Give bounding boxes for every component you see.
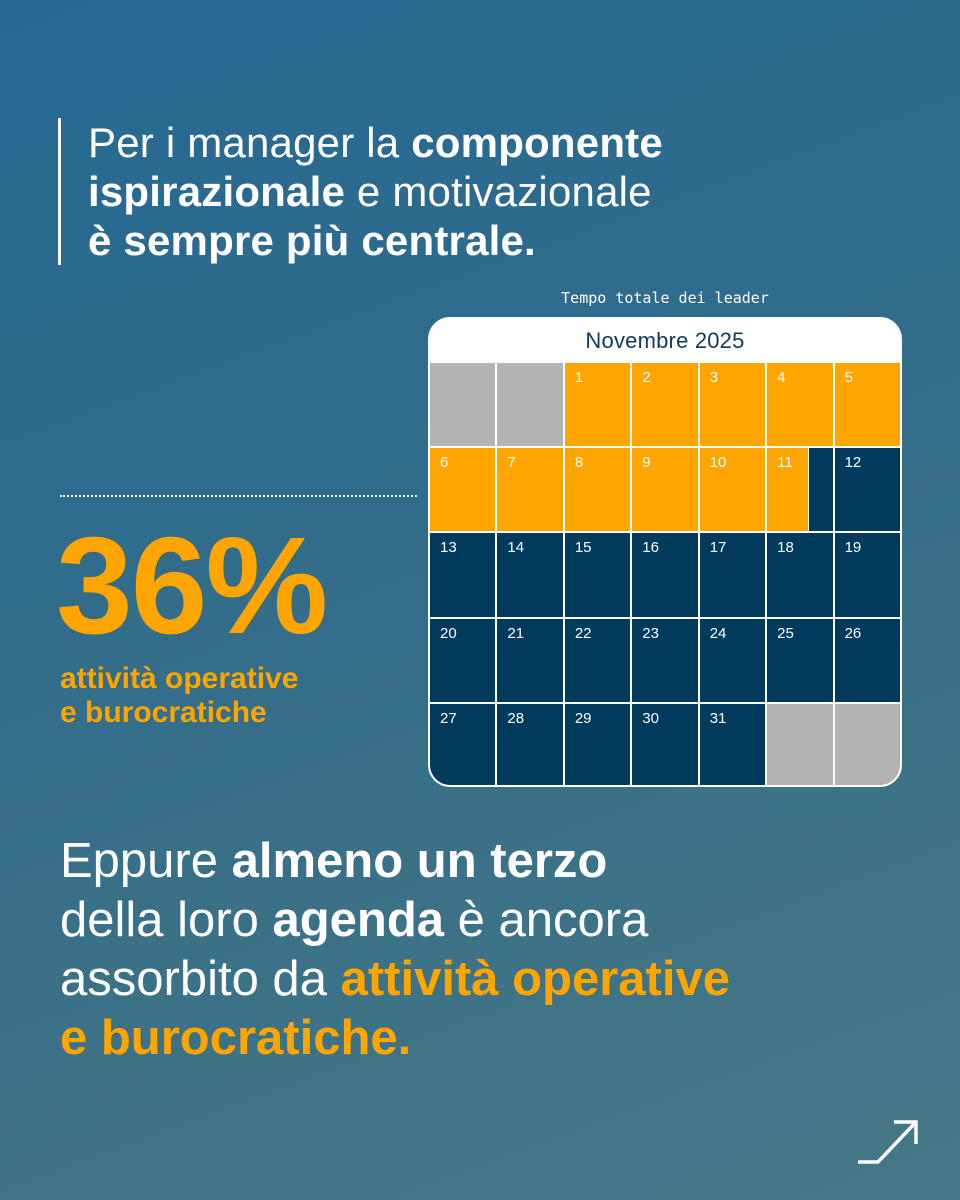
day-number: 14 xyxy=(507,539,525,557)
statement-text: è ancora xyxy=(444,893,649,947)
headline-bold: componente xyxy=(411,119,663,166)
calendar-day-partial: 11 xyxy=(767,448,833,532)
statement-highlight: e burocratiche. xyxy=(60,1011,412,1065)
headline-text: Per i manager la xyxy=(88,119,412,166)
day-number: 5 xyxy=(844,369,853,386)
day-number: 27 xyxy=(440,709,457,727)
day-number: 21 xyxy=(507,624,525,642)
calendar-day: 2 xyxy=(632,363,698,447)
calendar-day: 9 xyxy=(632,448,698,532)
day-number: 26 xyxy=(844,624,862,642)
calendar-day: 24 xyxy=(699,618,766,702)
day-number: 16 xyxy=(642,539,659,557)
headline-bold: ispirazionale xyxy=(88,168,346,215)
calendar-day: 7 xyxy=(497,448,563,532)
calendar-day: 21 xyxy=(497,618,563,702)
calendar-day: 17 xyxy=(699,533,766,617)
day-number: 25 xyxy=(777,624,794,642)
day-number: 20 xyxy=(440,624,457,642)
day-number: 30 xyxy=(642,709,659,727)
calendar-day: 12 xyxy=(834,448,900,532)
day-number: 10 xyxy=(709,454,727,472)
calendar-empty-cell xyxy=(834,703,900,785)
calendar-day: 28 xyxy=(497,703,563,785)
dotted-connector xyxy=(60,495,417,497)
calendar-day: 19 xyxy=(834,533,900,617)
day-number: 22 xyxy=(574,624,592,642)
statement: Eppure almeno un terzo della loro agenda… xyxy=(60,832,920,1068)
calendar-day: 13 xyxy=(430,533,496,617)
day-number: 1 xyxy=(574,369,584,386)
calendar-empty-cell xyxy=(430,363,496,447)
calendar-empty-cell xyxy=(767,703,833,785)
calendar: Novembre 2025 1 2 3 4 5 6 7 8 9 10 11 12… xyxy=(428,317,902,787)
headline-block: Per i manager la componente ispirazional… xyxy=(58,118,778,265)
calendar-day: 14 xyxy=(497,533,563,617)
calendar-day: 1 xyxy=(564,363,631,447)
day-number: 12 xyxy=(844,454,862,472)
calendar-day: 5 xyxy=(834,363,900,447)
stat-label-line: attività operative xyxy=(60,662,299,695)
calendar-day: 27 xyxy=(430,703,496,785)
headline-bold: è sempre più centrale. xyxy=(88,217,536,264)
headline-text: e motivazionale xyxy=(345,168,652,215)
day-number: 8 xyxy=(574,454,584,472)
day-number: 31 xyxy=(709,709,727,727)
day-number: 6 xyxy=(440,454,449,472)
day-number: 23 xyxy=(642,624,659,642)
day-number: 18 xyxy=(777,539,794,557)
calendar-day: 10 xyxy=(699,448,766,532)
day-number: 19 xyxy=(844,539,862,557)
calendar-day: 3 xyxy=(699,363,766,447)
calendar-grid: 1 2 3 4 5 6 7 8 9 10 11 12 13 14 15 16 1… xyxy=(430,363,900,785)
day-number: 3 xyxy=(709,369,719,386)
calendar-day: 22 xyxy=(564,618,631,702)
statement-text: Eppure xyxy=(60,834,232,888)
day-number: 4 xyxy=(777,369,786,386)
calendar-day: 20 xyxy=(430,618,496,702)
calendar-day: 15 xyxy=(564,533,631,617)
calendar-day: 4 xyxy=(767,363,833,447)
calendar-day: 29 xyxy=(564,703,631,785)
arrow-up-right-icon[interactable] xyxy=(856,1114,922,1166)
calendar-day: 23 xyxy=(632,618,698,702)
calendar-day: 31 xyxy=(699,703,766,785)
day-number: 17 xyxy=(709,539,727,557)
day-number: 29 xyxy=(574,709,592,727)
calendar-day: 18 xyxy=(767,533,833,617)
stat-label-line: e burocratiche xyxy=(60,696,267,729)
statement-text: assorbito da xyxy=(60,952,341,1006)
day-number: 2 xyxy=(642,369,651,386)
statement-bold: almeno un terzo xyxy=(231,834,608,888)
stat-value: 36% xyxy=(56,509,328,663)
calendar-day: 8 xyxy=(564,448,631,532)
statement-highlight: attività operative xyxy=(340,952,730,1006)
day-number: 9 xyxy=(642,454,651,472)
statement-bold: agenda xyxy=(272,893,445,947)
day-number: 7 xyxy=(507,454,516,472)
calendar-month-title: Novembre 2025 xyxy=(585,328,745,353)
calendar-day: 16 xyxy=(632,533,698,617)
calendar-empty-cell xyxy=(497,363,563,447)
day-number: 13 xyxy=(440,539,457,557)
headline: Per i manager la componente ispirazional… xyxy=(88,118,778,265)
statement-text: della loro xyxy=(60,893,273,947)
day-number: 28 xyxy=(507,709,525,727)
calendar-day: 6 xyxy=(430,448,496,532)
stat-label: attività operative e burocratiche xyxy=(60,662,390,730)
day-number: 11 xyxy=(777,454,793,472)
calendar-day: 26 xyxy=(834,618,900,702)
calendar-day: 30 xyxy=(632,703,698,785)
calendar-caption: Tempo totale dei leader xyxy=(561,289,769,307)
day-number: 24 xyxy=(709,624,727,642)
calendar-day: 25 xyxy=(767,618,833,702)
day-number: 15 xyxy=(574,539,592,557)
